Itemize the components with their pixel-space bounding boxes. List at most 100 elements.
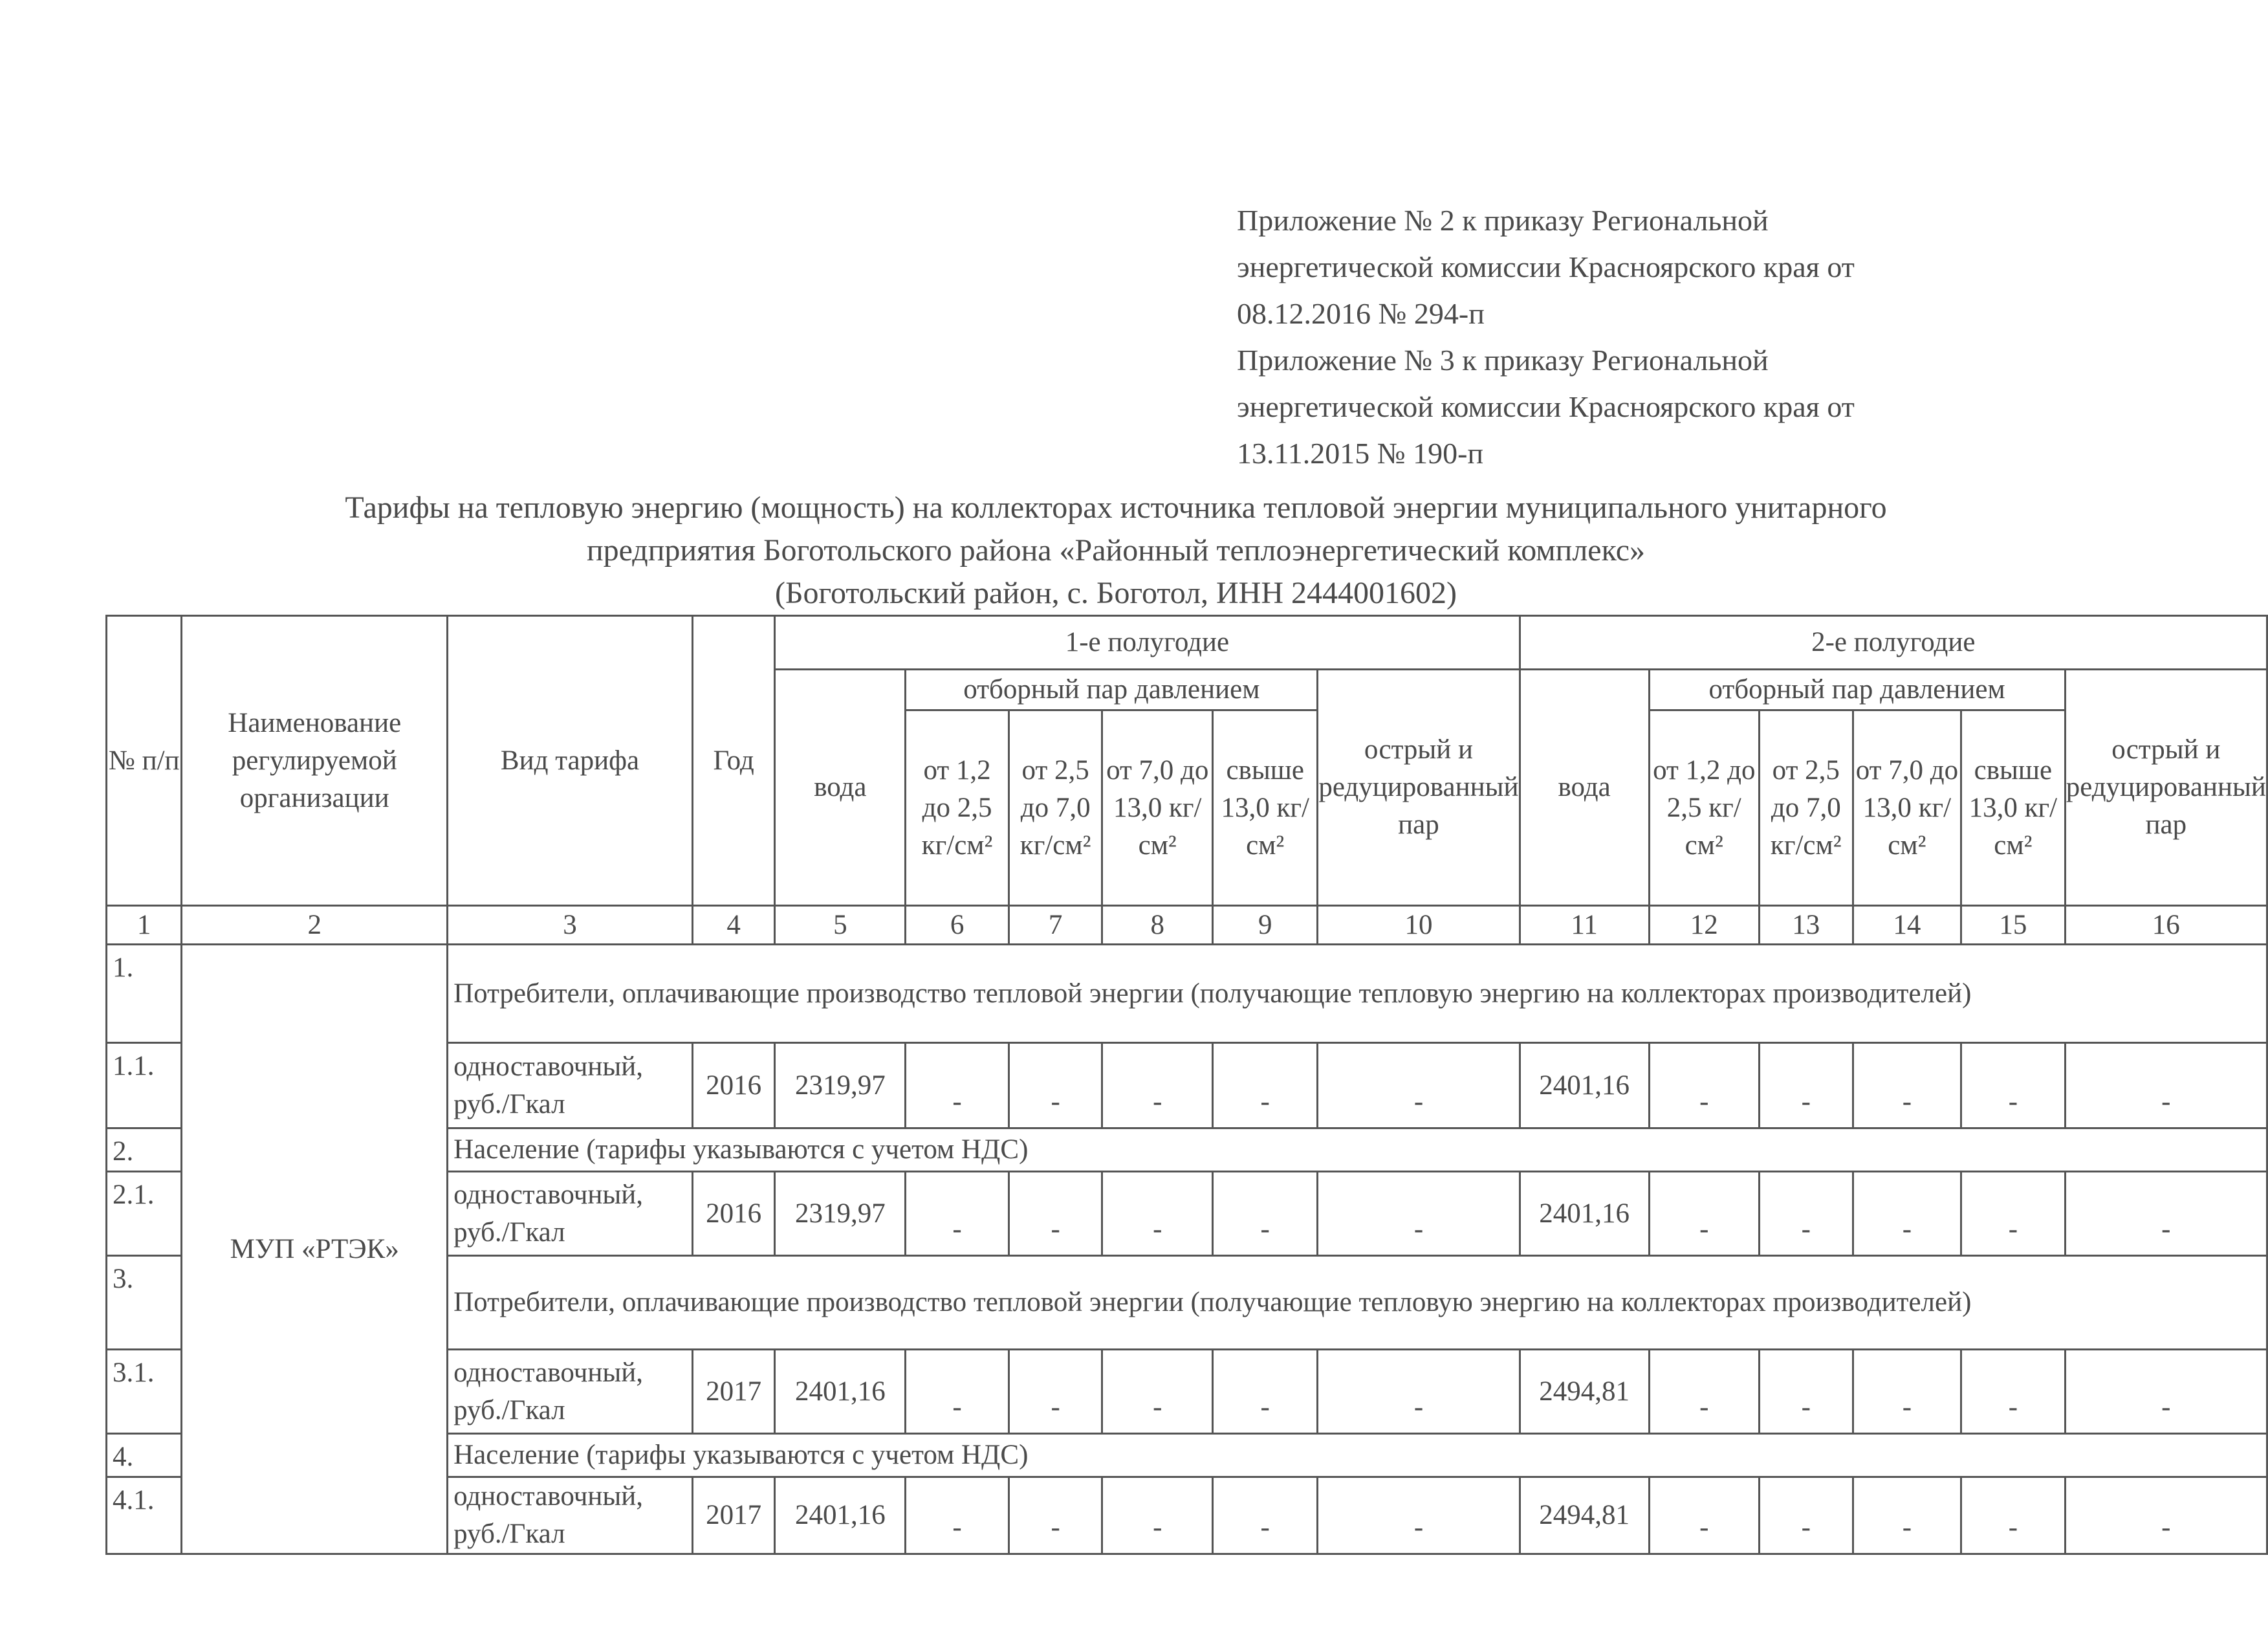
empty-cell: - (1101, 1171, 1214, 1257)
header-steam-pressure: отборный пар давлением (1648, 668, 2066, 711)
section-row: 4. Население (тарифы указываются с учетом… (105, 1433, 2268, 1478)
year-cell: 2017 (691, 1348, 776, 1435)
header-row: вода отборный пар давлением острый и ред… (107, 668, 2268, 907)
appendix-note: Приложение № 2 к приказу Региональной эн… (1237, 197, 2078, 477)
column-number-row: 1 2 3 4 5 6 7 8 9 10 11 12 13 14 15 16 (105, 905, 2268, 945)
column-number: 10 (1316, 905, 1521, 945)
half2-water-tariff: 2494,81 (1518, 1476, 1650, 1555)
empty-cell: - (1101, 1042, 1214, 1129)
half1-water-tariff: 2401,16 (774, 1348, 907, 1435)
document-title: Тарифы на тепловую энергию (мощность) на… (129, 487, 2102, 615)
column-number: 15 (1960, 905, 2066, 945)
empty-cell: - (1316, 1042, 1521, 1129)
empty-cell: - (1960, 1476, 2066, 1555)
column-number: 13 (1758, 905, 1854, 945)
empty-cell: - (1316, 1348, 1521, 1435)
empty-cell: - (904, 1476, 1010, 1555)
empty-cell: - (1212, 1476, 1319, 1555)
empty-cell: - (1648, 1171, 1760, 1257)
header-p1: от 1,2 до 2,5 кг/см² (904, 709, 1010, 907)
row-number: 1. (105, 943, 183, 1044)
empty-cell: - (1960, 1171, 2066, 1257)
tariff-type: одноставочный, руб./Гкал (446, 1476, 693, 1555)
header-num: № п/п (105, 615, 183, 907)
header-p1: от 1,2 до 2,5 кг/см² (1648, 709, 1760, 907)
empty-cell: - (1648, 1042, 1760, 1129)
column-number: 6 (904, 905, 1010, 945)
header-sharp-steam: острый и редуцированный пар (1316, 668, 1521, 907)
section-row: 2. Население (тарифы указываются с учетом… (105, 1127, 2268, 1172)
header-p4: свыше 13,0 кг/см² (1960, 709, 2066, 907)
empty-cell: - (1212, 1348, 1319, 1435)
header-p2: от 2,5 до 7,0 кг/см² (1758, 709, 1854, 907)
empty-cell: - (1007, 1476, 1104, 1555)
empty-cell: - (2064, 1348, 2268, 1435)
section-label: Потребители, оплачивающие производство т… (446, 943, 2268, 1044)
half1-water-tariff: 2319,97 (774, 1042, 907, 1129)
empty-cell: - (904, 1042, 1010, 1129)
empty-cell: - (1758, 1476, 1854, 1555)
column-number: 12 (1648, 905, 1760, 945)
half1-water-tariff: 2319,97 (774, 1171, 907, 1257)
organization-name: МУП «РТЭК» (180, 943, 449, 1555)
section-label: Потребители, оплачивающие производство т… (446, 1255, 2268, 1350)
header-p3: от 7,0 до 13,0 кг/см² (1101, 709, 1214, 907)
section-row: 1. МУП «РТЭК» Потребители, оплачивающие пр… (105, 943, 2268, 1555)
title-line: (Боготольский район, с. Боготол, ИНН 244… (774, 576, 1457, 610)
empty-cell: - (2064, 1042, 2268, 1129)
year-cell: 2016 (691, 1171, 776, 1257)
empty-cell: - (1212, 1171, 1319, 1257)
appendix-line: Приложение № 3 к приказу Региональной (1237, 344, 1769, 377)
empty-cell: - (1316, 1476, 1521, 1555)
tariff-type: одноставочный, руб./Гкал (446, 1171, 693, 1257)
column-number: 8 (1101, 905, 1214, 945)
empty-cell: - (1648, 1348, 1760, 1435)
empty-cell: - (1851, 1042, 1963, 1129)
empty-cell: - (1101, 1476, 1214, 1555)
empty-cell: - (1851, 1348, 1963, 1435)
header-p4: свыше 13,0 кг/см² (1212, 709, 1319, 907)
column-number: 4 (691, 905, 776, 945)
header-p2: от 2,5 до 7,0 кг/см² (1007, 709, 1104, 907)
tariff-type: одноставочный, руб./Гкал (446, 1348, 693, 1435)
column-number: 5 (774, 905, 907, 945)
half2-water-tariff: 2401,16 (1518, 1171, 1650, 1257)
empty-cell: - (1758, 1042, 1854, 1129)
column-number: 11 (1518, 905, 1650, 945)
header-p3: от 7,0 до 13,0 кг/см² (1851, 709, 1963, 907)
column-number: 14 (1851, 905, 1963, 945)
half2-water-tariff: 2494,81 (1518, 1348, 1650, 1435)
appendix-line: энергетической комиссии Красноярского кр… (1237, 250, 1855, 283)
empty-cell: - (1007, 1348, 1104, 1435)
header-row: от 1,2 до 2,5 кг/см² от 2,5 до 7,0 кг/см… (107, 709, 2267, 907)
header-half2: 2-е полугодие (1518, 615, 2268, 670)
header-tariff-type: Вид тарифа (446, 615, 693, 907)
row-number: 4.1. (105, 1476, 183, 1555)
column-number: 2 (180, 905, 449, 945)
header-org: Наименование регулируемой организации (180, 615, 449, 907)
header-row: № п/п Наименование регулируемой организа… (105, 615, 2268, 907)
empty-cell: - (1101, 1348, 1214, 1435)
title-line: Тарифы на тепловую энергию (мощность) на… (345, 490, 1887, 525)
empty-cell: - (1758, 1171, 1854, 1257)
empty-cell: - (1960, 1042, 2066, 1129)
year-cell: 2017 (691, 1476, 776, 1555)
header-sharp-steam: острый и редуцированный пар (2064, 668, 2268, 907)
column-number: 1 (105, 905, 183, 945)
row-number: 3. (105, 1255, 183, 1350)
table-row: 1.1. одноставочный, руб./Гкал 2016 2319,97-… (105, 1042, 2268, 1129)
row-number: 1.1. (105, 1042, 183, 1129)
empty-cell: - (904, 1171, 1010, 1257)
empty-cell: - (2064, 1476, 2268, 1555)
appendix-line: Приложение № 2 к приказу Региональной (1237, 204, 1769, 237)
header-year: Год (691, 615, 776, 907)
column-number: 3 (446, 905, 693, 945)
year-cell: 2016 (691, 1042, 776, 1129)
row-number: 4. (105, 1433, 183, 1478)
header-water: вода (774, 668, 907, 907)
section-label: Население (тарифы указываются с учетом Н… (446, 1433, 2268, 1478)
tariff-table: № п/п Наименование регулируемой организа… (105, 615, 2268, 1555)
header-water: вода (1518, 668, 1650, 907)
column-number: 16 (2064, 905, 2268, 945)
table-row: 2.1. одноставочный, руб./Гкал 2016 2319,97-… (105, 1171, 2268, 1257)
